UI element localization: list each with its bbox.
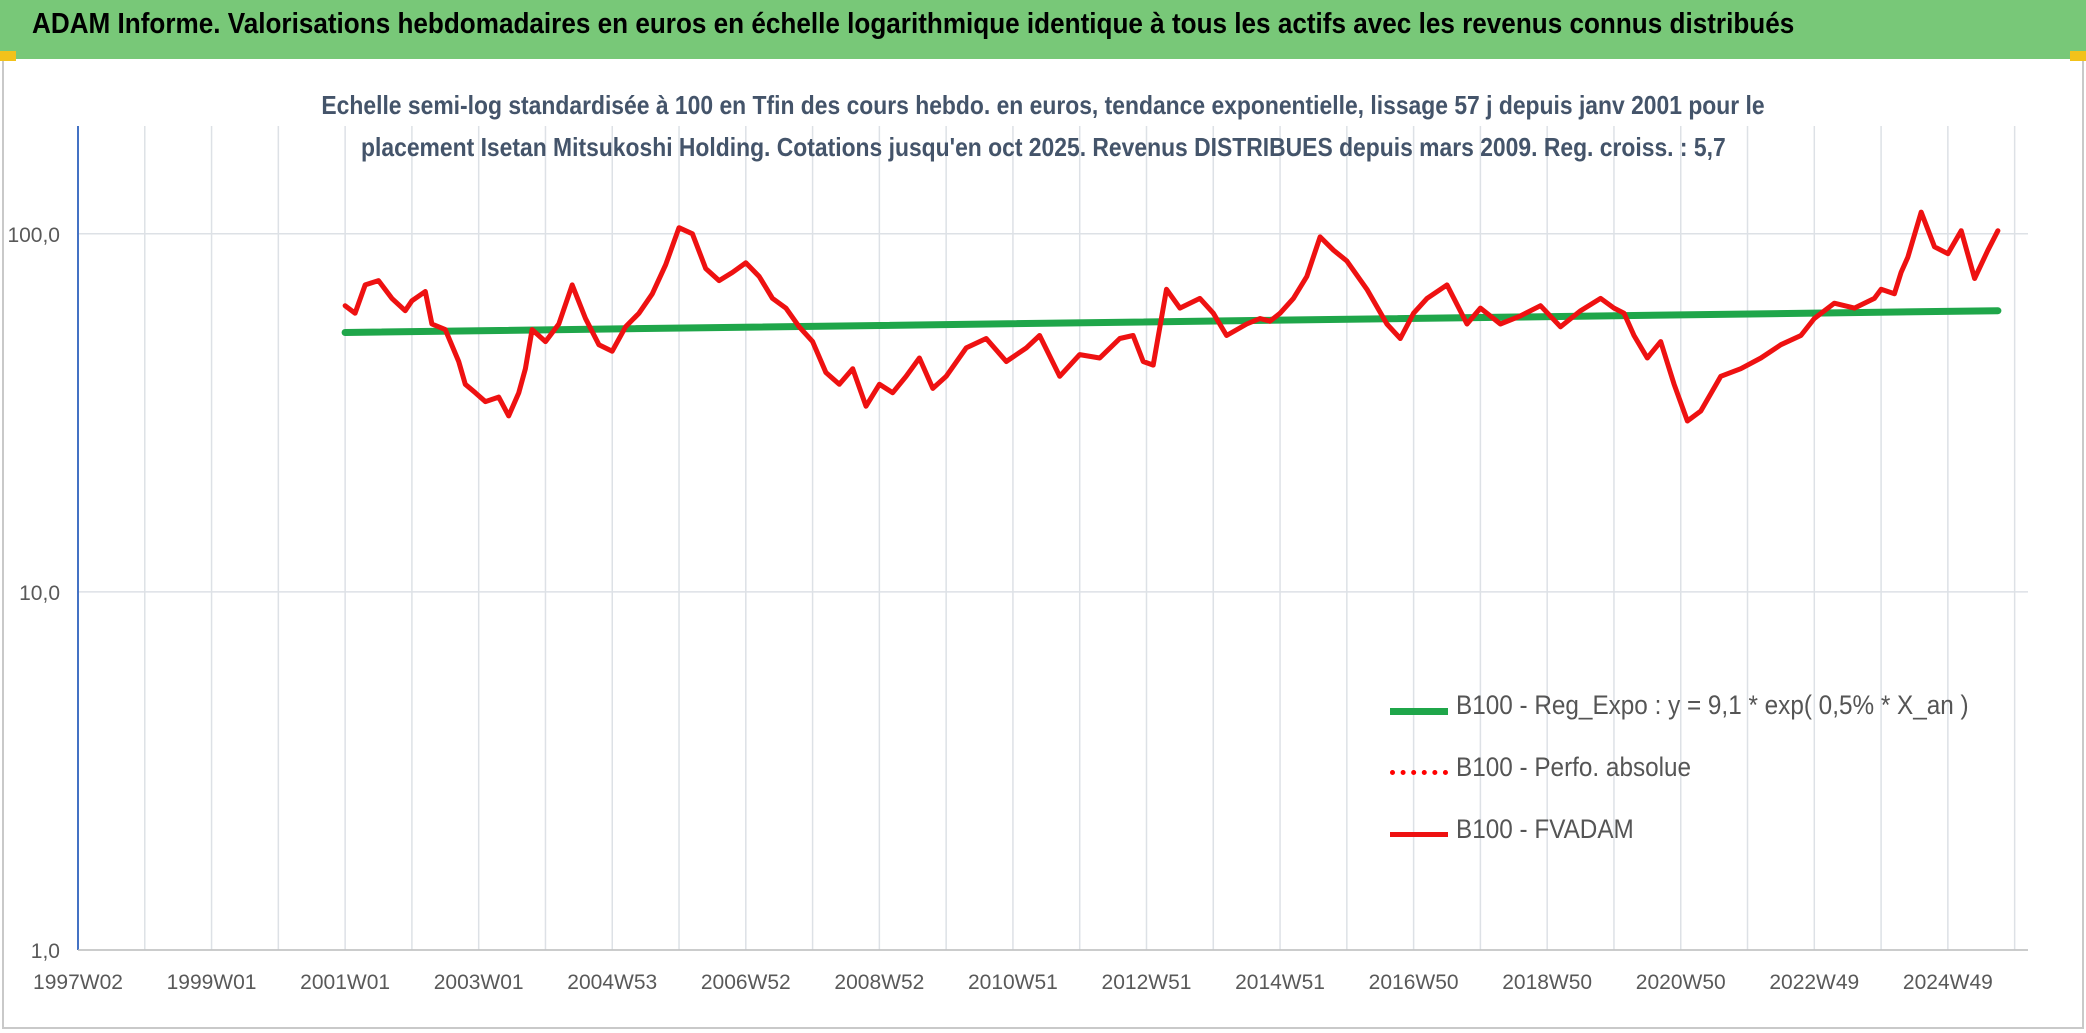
legend-item-fvadam[interactable]: B100 - FVADAM: [1388, 810, 2028, 872]
frame-bottom: [2, 1027, 2084, 1029]
series-line-2: [342, 209, 2001, 424]
legend-swatch-perfo: [1390, 770, 1448, 775]
x-tick-labels: 1997W02 1999W01 2001W01 2003W01 2004W53 2006W…: [33, 971, 1993, 994]
frame-left: [2, 61, 4, 1029]
chart-title-line2: placement Isetan Mitsukoshi Holding. Cot…: [360, 132, 1726, 162]
legend-item-regression[interactable]: B100 - Reg_Expo : y = 9,1 * exp( 0,5% * …: [1388, 686, 2028, 748]
x-tick-label: 2001W01: [300, 971, 390, 994]
y-tick-labels: 1,0 10,0 100,0: [7, 224, 60, 963]
x-tick-label: 2014W51: [1235, 971, 1325, 994]
y-tick-label: 10,0: [19, 582, 60, 605]
x-tick-label: 2008W52: [834, 971, 924, 994]
vertical-gridlines: [77, 126, 2016, 950]
x-tick-label: 2018W50: [1502, 971, 1592, 994]
legend-item-perfo[interactable]: B100 - Perfo. absolue: [1388, 748, 2028, 810]
x-tick-label: 2006W52: [701, 971, 791, 994]
report-title: ADAM Informe. Valorisations hebdomadaire…: [32, 8, 1795, 40]
x-tick-label: 2024W49: [1903, 971, 1993, 994]
frame-right: [2082, 61, 2084, 1029]
x-tick-label: 2004W53: [567, 971, 657, 994]
corner-marker-left: [0, 51, 16, 61]
legend: B100 - Reg_Expo : y = 9,1 * exp( 0,5% * …: [1388, 686, 2028, 872]
x-tick-label: 2012W51: [1102, 971, 1192, 994]
legend-label-regression: B100 - Reg_Expo : y = 9,1 * exp( 0,5% * …: [1456, 690, 1969, 720]
x-tick-label: 2020W50: [1636, 971, 1726, 994]
x-tick-label: 2016W50: [1369, 971, 1459, 994]
x-tick-label: 1999W01: [167, 971, 257, 994]
series-line-0: [341, 307, 2002, 336]
report-banner: ADAM Informe. Valorisations hebdomadaire…: [0, 0, 2086, 59]
legend-label-fvadam: B100 - FVADAM: [1456, 814, 1634, 844]
x-tick-label: 2022W49: [1769, 971, 1859, 994]
y-tick-label: 100,0: [7, 224, 60, 247]
x-tick-label: 2003W01: [434, 971, 524, 994]
legend-label-perfo: B100 - Perfo. absolue: [1456, 752, 1692, 782]
y-tick-label: 1,0: [31, 940, 60, 963]
x-tick-label: 2010W51: [968, 971, 1058, 994]
chart-title-line1: Echelle semi-log standardisée à 100 en T…: [321, 90, 1765, 120]
legend-swatch-fvadam: [1390, 832, 1448, 837]
x-tick-label: 1997W02: [33, 971, 123, 994]
series-layer: [341, 209, 2002, 424]
corner-marker-right: [2070, 51, 2086, 61]
legend-swatch-regression: [1390, 708, 1448, 715]
